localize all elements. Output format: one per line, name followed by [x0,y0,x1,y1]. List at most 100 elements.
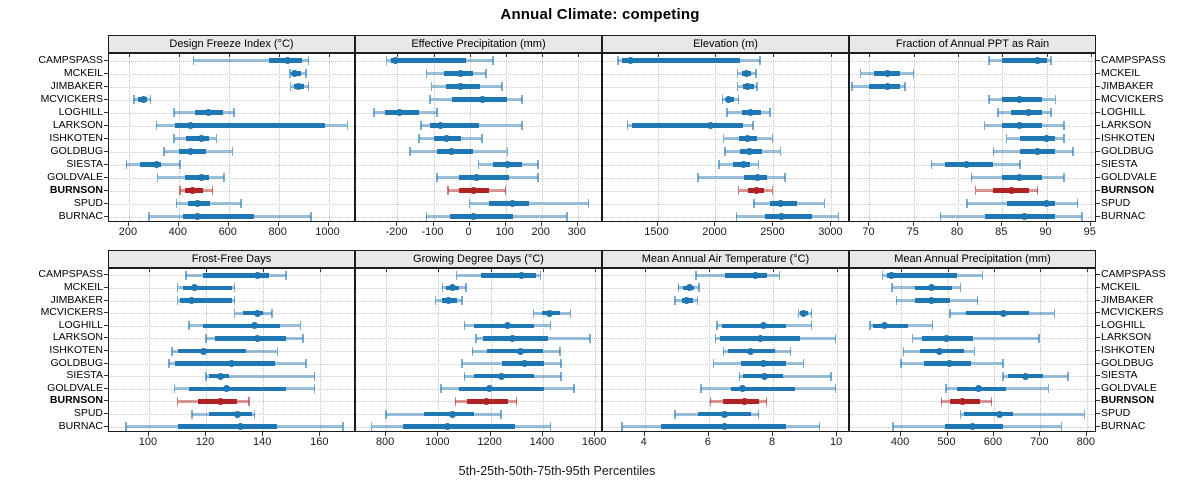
row-guide-line [850,190,1095,192]
iqr-bar-25-75 [449,214,513,219]
panel-strip: Elevation (m) [602,35,849,53]
whisker-cap-95th [912,69,915,78]
median-dot [958,397,966,405]
site-label-left: SPUD [73,407,103,420]
site-label-right: BURNSON [1101,183,1155,196]
whisker-cap-95th [931,321,934,331]
whisker-cap-5th [930,160,933,169]
iqr-bar-25-75 [140,162,162,167]
site-label-left: GOLDVALE [47,170,103,183]
median-dot [936,347,944,355]
whisker-cap-5th [471,346,474,356]
whisker-cap-5th [477,160,480,169]
whisker-cap-95th [834,333,837,343]
x-tick-label: 0 [465,226,472,238]
row-guide-line [850,376,1095,378]
vertical-gridline [958,54,959,221]
y-axis-tick [1096,274,1100,276]
y-axis-tick [104,137,108,139]
median-dot [485,385,493,393]
whisker-cap-5th [714,333,717,343]
panel-strip-title: Mean Annual Air Temperature (°C) [641,253,810,265]
whisker-cap-95th [771,134,774,143]
y-axis-tick [1096,413,1100,415]
x-axis-tick [656,222,658,226]
iqr-bar-25-75 [175,123,325,128]
whisker-cap-5th [156,173,159,182]
row-guide-line [356,60,601,62]
median-dot [216,397,224,405]
whisker-cap-5th [463,371,466,381]
median-dot [996,410,1003,418]
x-tick-label: 4 [640,436,647,448]
whisker-cap-5th [148,212,150,221]
panel-plot [849,53,1096,222]
median-dot [236,423,244,431]
vertical-gridline [577,54,579,221]
median-dot [761,372,769,380]
site-label-left: BURNAC [58,209,103,222]
whisker-cap-95th [492,56,494,65]
median-dot [1034,57,1042,64]
whisker-cap-5th [429,95,431,104]
iqr-bar-25-75 [183,285,232,291]
panel-strip: Fraction of Annual PPT as Rain [849,35,1096,53]
whisker-cap-95th [810,308,813,318]
panel-plot [355,53,602,222]
whisker-5-95 [469,202,589,205]
whisker-cap-95th [231,147,234,156]
whisker-cap-5th [463,321,466,331]
iqr-bar-25-75 [966,310,1029,316]
x-axis-tick [385,432,387,436]
vertical-gridline [469,54,471,221]
iqr-bar-25-75 [188,386,287,392]
whisker-cap-95th [342,422,344,432]
iqr-bar-25-75 [489,201,530,206]
whisker-cap-5th [892,422,894,432]
whisker-cap-95th [566,212,568,221]
row-guide-line [356,300,601,302]
median-dot [999,309,1007,317]
whisker-cap-95th [1063,134,1065,143]
median-dot [744,135,752,142]
whisker-cap-95th [569,308,572,318]
x-tick-label: 1200 [477,436,502,448]
whisker-cap-5th [851,82,853,91]
median-dot [253,271,261,279]
y-axis-tick [1096,215,1100,217]
median-dot [743,70,751,77]
panel-strip: Growing Degree Days (°C) [355,250,602,268]
iqr-bar-25-75 [243,310,264,316]
x-axis-tick [772,222,774,226]
vertical-gridline [657,54,659,221]
whisker-cap-95th [465,283,467,293]
panel-strip: Frost-Free Days [108,250,355,268]
x-tick-label: 300 [567,226,586,238]
row-guide-line [603,287,848,289]
whisker-cap-5th [970,173,973,182]
iqr-bar-25-75 [423,411,474,417]
vertical-gridline [278,54,280,221]
median-dot [395,109,403,116]
x-axis-tick-top [657,54,659,57]
site-label-right: MCKEIL [1101,66,1141,79]
y-axis-tick [1096,111,1100,113]
x-axis-tick [1085,432,1087,436]
row-guide-line [850,203,1095,205]
x-tick-label: 8 [768,436,776,448]
site-label-right: CAMPSPASS [1101,268,1166,281]
whisker-cap-5th [700,384,702,394]
whisker-cap-95th [757,409,760,419]
y-axis-tick [104,176,108,178]
whisker-cap-95th [789,346,792,356]
median-dot [283,57,291,64]
median-dot [883,70,891,77]
x-tick-label: 70 [862,226,875,238]
median-dot [483,397,491,405]
vertical-gridline [542,269,544,431]
y-axis-tick [104,98,108,100]
site-label-left: LARKSON [52,331,103,344]
whisker-cap-5th [125,422,127,432]
median-dot [626,57,634,64]
whisker-cap-95th [1060,422,1062,432]
